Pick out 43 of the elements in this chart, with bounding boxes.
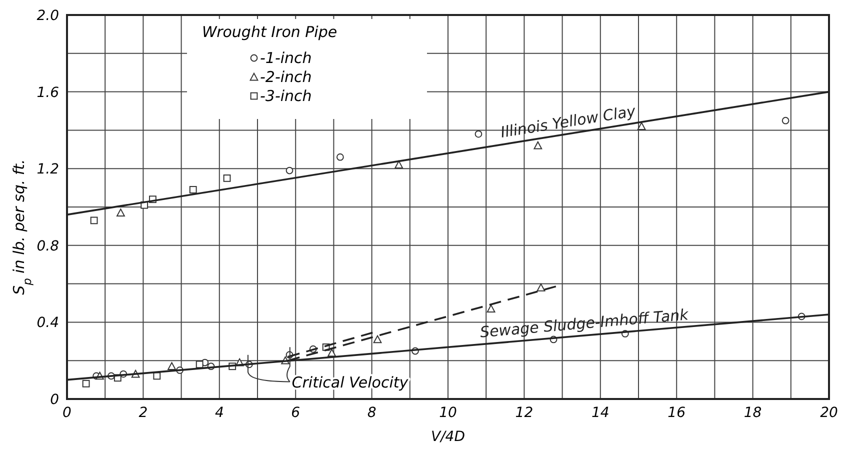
point (153, 372, 161, 380)
x-tick-label: 2 (138, 405, 148, 421)
point (782, 116, 790, 124)
point (90, 216, 98, 224)
point (189, 186, 197, 194)
series-label: Sewage Sludge-Imhoff Tank (479, 305, 690, 342)
x-tick-label: 20 (820, 405, 838, 421)
point (286, 166, 294, 174)
x-tick-label: 16 (668, 405, 686, 421)
legend-label: -3-inch (260, 87, 312, 105)
y-tick-label: 2.0 (36, 8, 60, 24)
point (637, 122, 646, 130)
point (328, 348, 336, 357)
x-tick-label: 6 (291, 405, 300, 421)
x-tick-label: 14 (591, 405, 610, 421)
legend-label: -1-inch (260, 49, 312, 67)
y-tick-label: 1.6 (36, 84, 60, 101)
point (486, 304, 496, 312)
legend-label: -2-inch (260, 68, 312, 86)
point (373, 335, 382, 344)
point (82, 380, 90, 388)
point (196, 360, 204, 368)
x-axis-title: V/4D (431, 429, 466, 445)
y-tick-label: 0.8 (36, 238, 60, 254)
point (116, 208, 125, 216)
x-tick-label: 18 (744, 405, 762, 421)
legend-title: Wrought Iron Pipe (202, 23, 338, 41)
x-tick-label: 10 (439, 405, 457, 421)
y-tick-label: 0 (50, 392, 60, 408)
y-tick-label: 0.4 (36, 315, 59, 332)
point (394, 160, 404, 168)
point (168, 362, 176, 370)
x-tick-label: 4 (214, 405, 224, 421)
point (474, 130, 482, 138)
y-tick-label: 1.2 (36, 162, 60, 178)
x-tick-label: 12 (515, 405, 534, 421)
point (536, 283, 546, 292)
point (223, 174, 231, 182)
x-tick-label: 0 (62, 405, 72, 421)
x-tick-label: 8 (367, 405, 376, 421)
text: Illinois Yellow Clay (499, 102, 638, 142)
point (336, 153, 344, 161)
point (534, 141, 542, 150)
